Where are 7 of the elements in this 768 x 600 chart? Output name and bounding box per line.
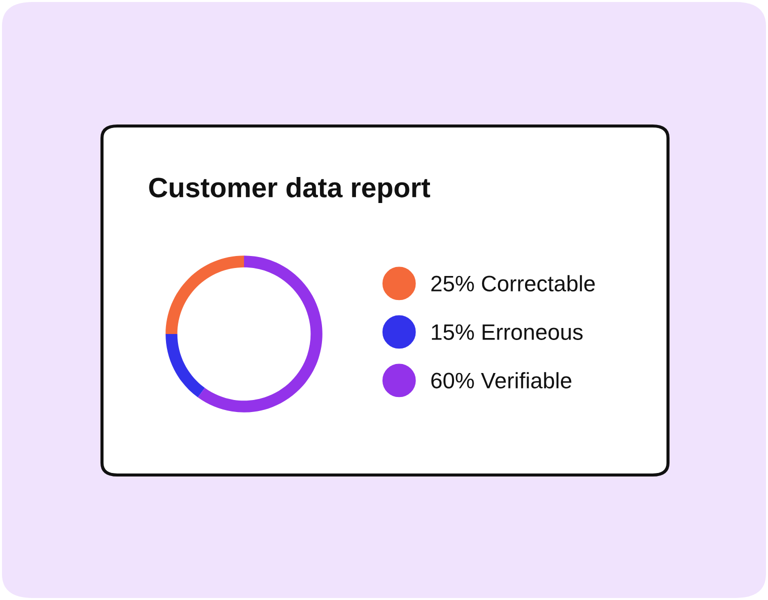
legend-label: 60% Verifiable <box>431 372 572 388</box>
chart-title: Customer data report <box>149 177 430 203</box>
donut-slice <box>166 334 205 398</box>
legend-label: 15% Erroneous <box>432 324 583 340</box>
legend-label: 25% Correctable <box>431 275 595 292</box>
donut-slice <box>198 256 322 412</box>
donut-slice <box>166 256 244 334</box>
